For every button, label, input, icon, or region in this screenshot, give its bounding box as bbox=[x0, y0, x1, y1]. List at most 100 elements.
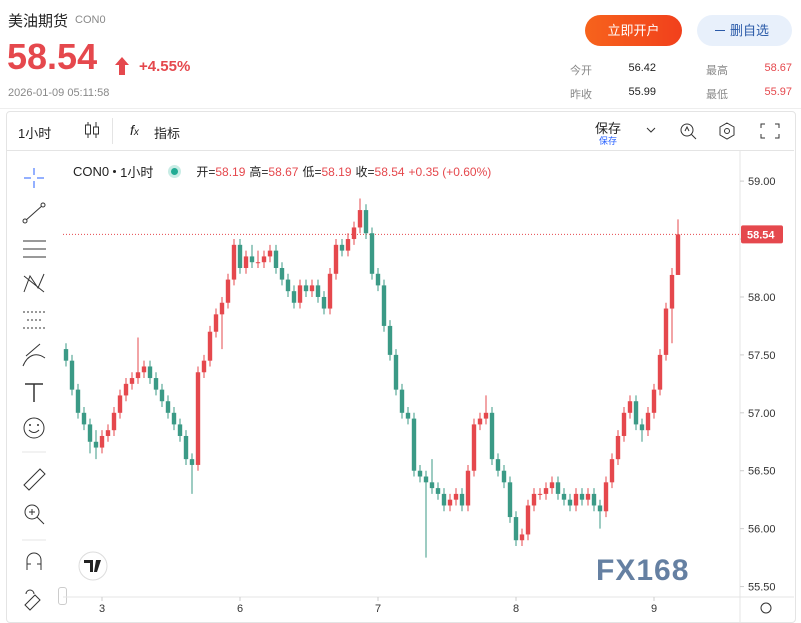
candle-body bbox=[381, 285, 387, 326]
candle-body bbox=[141, 366, 147, 373]
timestamp: 2026-01-09 05:11:58 bbox=[8, 87, 110, 99]
y-tick-label: 59.00 bbox=[748, 176, 776, 188]
x-tick-label: 6 bbox=[237, 603, 243, 615]
candle-body bbox=[147, 366, 153, 379]
candle-body bbox=[327, 273, 333, 309]
settings-icon bbox=[760, 602, 772, 614]
save-button[interactable]: 保存 bbox=[595, 121, 622, 136]
candle-body bbox=[231, 244, 237, 280]
stat-value: 58.67 bbox=[764, 62, 792, 74]
candle-body bbox=[171, 412, 177, 425]
candle-body bbox=[675, 234, 681, 275]
candle-body bbox=[207, 331, 213, 361]
candle-body bbox=[291, 291, 297, 303]
candle-body bbox=[591, 493, 597, 506]
candle-body bbox=[543, 488, 549, 494]
legend-symbol: CON0 bbox=[73, 164, 110, 179]
x-tick-label: 7 bbox=[375, 603, 381, 615]
candle-body bbox=[495, 459, 501, 471]
candle-body bbox=[507, 482, 513, 518]
candle-type-icon[interactable] bbox=[84, 121, 100, 139]
stat-label: 最低 bbox=[706, 89, 728, 101]
candle-body bbox=[447, 499, 453, 506]
status-dot bbox=[171, 168, 179, 175]
candle-body bbox=[615, 435, 621, 460]
candle-body bbox=[387, 325, 393, 355]
candle-body bbox=[195, 372, 201, 465]
candle-body bbox=[375, 273, 381, 286]
candle-body bbox=[303, 285, 309, 292]
candle-body bbox=[99, 435, 105, 448]
collapse-handle[interactable] bbox=[58, 587, 67, 605]
candle-body bbox=[339, 244, 345, 251]
chart-legend: CON0 1小时 开= 58.19 高= 58.67 低= 58.19 收= 58.54 +0.35… bbox=[73, 162, 491, 181]
watchlist-label: 删自选 bbox=[730, 23, 770, 38]
candle-body bbox=[117, 395, 123, 413]
watchlist-button[interactable]: 删自选 bbox=[697, 15, 792, 46]
legend-interval: 1小时 bbox=[120, 165, 154, 180]
candle-body bbox=[219, 302, 225, 315]
watermark: FX168 bbox=[596, 554, 689, 587]
candle-body bbox=[159, 389, 165, 402]
candle-body bbox=[249, 256, 255, 263]
candle-body bbox=[351, 227, 357, 240]
candle-body bbox=[81, 412, 87, 425]
y-tick-label: 55.50 bbox=[748, 582, 776, 594]
candle-body bbox=[585, 493, 591, 500]
open-account-button[interactable]: 立即开户 bbox=[585, 15, 682, 46]
candle-body bbox=[357, 210, 363, 228]
candle-body bbox=[273, 250, 279, 269]
divider bbox=[0, 108, 801, 109]
legend-key: 开= bbox=[196, 165, 216, 179]
candle-body bbox=[255, 262, 261, 264]
toolbar-border bbox=[6, 150, 794, 151]
legend-dot bbox=[113, 170, 117, 173]
candle-body bbox=[525, 505, 531, 535]
candle-body bbox=[333, 244, 339, 274]
indicators-button[interactable]: 指标 bbox=[154, 126, 181, 141]
candle-body bbox=[399, 389, 405, 413]
save-sub: 保存 bbox=[599, 136, 618, 146]
candle-body bbox=[261, 256, 267, 263]
drawing-tools bbox=[22, 168, 46, 611]
candle-body bbox=[87, 424, 93, 442]
candle-body bbox=[435, 488, 441, 494]
candle-body bbox=[123, 383, 129, 396]
candle-body bbox=[111, 412, 117, 431]
candle-body bbox=[135, 372, 141, 379]
candle-body bbox=[93, 441, 99, 448]
candle-body bbox=[69, 360, 75, 390]
candle-body bbox=[663, 308, 669, 355]
candle-body bbox=[237, 244, 243, 269]
title: 美油期货 bbox=[8, 13, 69, 30]
price: 58.54 bbox=[7, 36, 98, 77]
tv-logo-mark bbox=[84, 560, 101, 572]
last-price-box bbox=[741, 225, 783, 244]
candle-body bbox=[405, 412, 411, 419]
candle-body bbox=[633, 401, 639, 425]
candle-body bbox=[555, 482, 561, 494]
candle-body bbox=[267, 250, 273, 257]
candle-body bbox=[453, 493, 459, 500]
candle-body bbox=[669, 274, 675, 309]
candle-body bbox=[579, 493, 585, 500]
candle-body bbox=[417, 470, 423, 477]
candle-body bbox=[519, 534, 525, 541]
candle-body bbox=[345, 239, 351, 251]
candle-body bbox=[285, 279, 291, 292]
stat-value: 56.42 bbox=[628, 62, 656, 74]
legend-value: 58.19 bbox=[321, 164, 352, 179]
candle-body bbox=[183, 435, 189, 460]
candle-body bbox=[471, 424, 477, 471]
interval-button[interactable]: 1小时 bbox=[18, 126, 52, 141]
legend-key: 收= bbox=[355, 165, 375, 179]
up-arrow bbox=[115, 57, 129, 75]
candle-body bbox=[279, 268, 285, 280]
candle-body bbox=[213, 314, 219, 332]
y-tick-label: 57.00 bbox=[748, 408, 776, 420]
candle-body bbox=[177, 424, 183, 436]
legend-key: 高= bbox=[249, 165, 269, 179]
candle-body bbox=[105, 430, 111, 436]
